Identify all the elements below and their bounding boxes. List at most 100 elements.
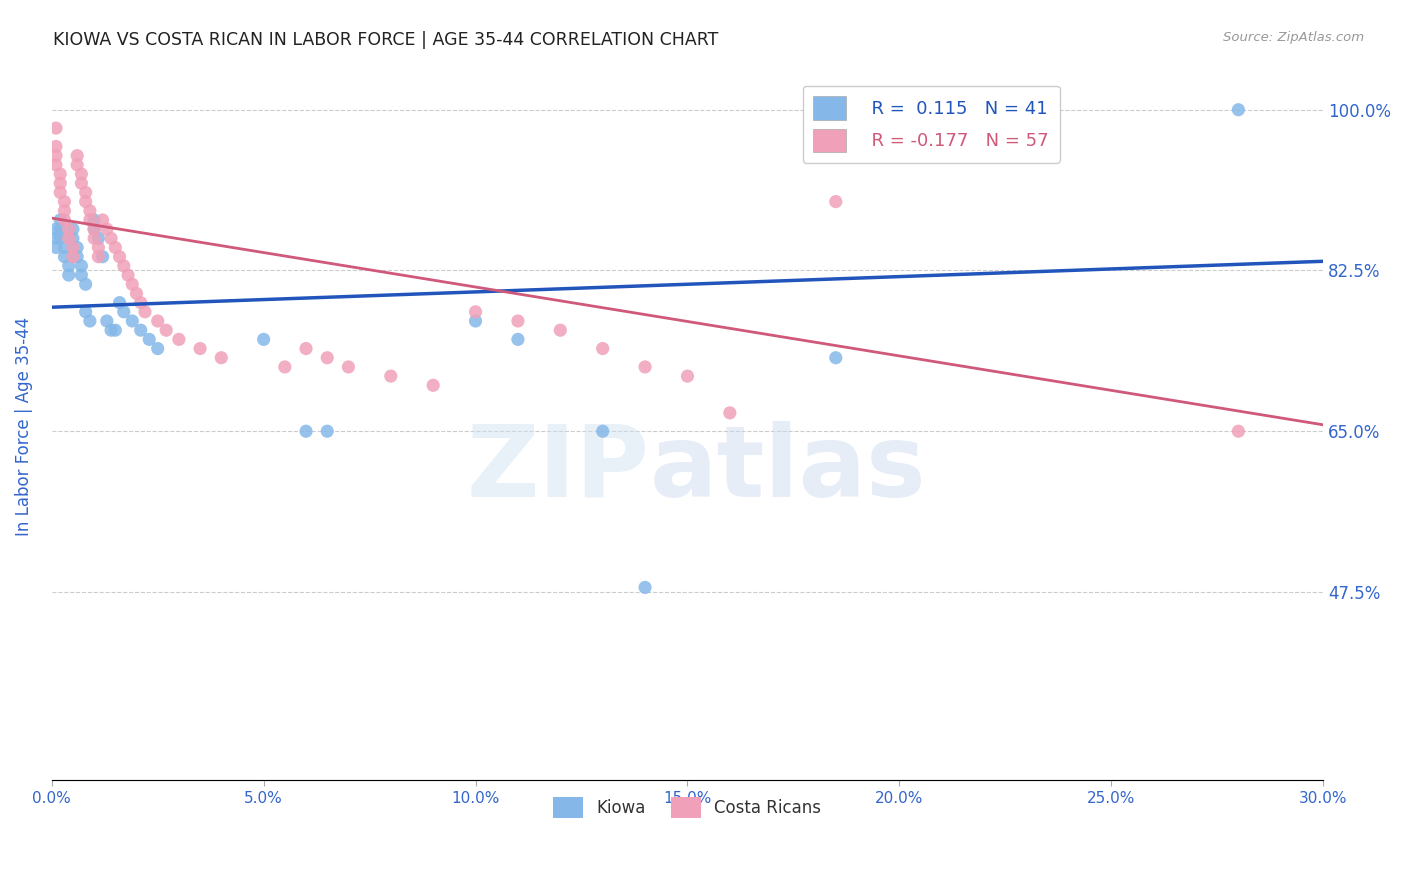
Point <box>112 305 135 319</box>
Point <box>104 323 127 337</box>
Point <box>49 176 72 190</box>
Point <box>108 250 131 264</box>
Point <box>75 186 97 200</box>
Point <box>58 222 80 236</box>
Point <box>62 222 84 236</box>
Point <box>209 351 232 365</box>
Point <box>58 268 80 282</box>
Point <box>58 259 80 273</box>
Point <box>45 231 67 245</box>
Point <box>79 213 101 227</box>
Point <box>45 222 67 236</box>
Point <box>53 240 76 254</box>
Point <box>253 332 276 346</box>
Point <box>380 369 402 384</box>
Point <box>316 351 339 365</box>
Text: ZIP: ZIP <box>467 421 650 517</box>
Text: atlas: atlas <box>650 421 927 517</box>
Point <box>87 240 110 254</box>
Point <box>295 424 318 438</box>
Point <box>96 222 118 236</box>
Point <box>337 359 360 374</box>
Point <box>79 314 101 328</box>
Point <box>62 240 84 254</box>
Point <box>58 231 80 245</box>
Point <box>506 314 529 328</box>
Point <box>66 158 89 172</box>
Point <box>592 424 614 438</box>
Point <box>45 121 67 136</box>
Point <box>62 250 84 264</box>
Point <box>53 203 76 218</box>
Point <box>53 250 76 264</box>
Point <box>75 194 97 209</box>
Point <box>70 167 93 181</box>
Point <box>634 581 657 595</box>
Point <box>167 332 190 346</box>
Point <box>70 259 93 273</box>
Point <box>87 250 110 264</box>
Point <box>718 406 741 420</box>
Point <box>121 277 143 292</box>
Point <box>634 359 657 374</box>
Point <box>45 139 67 153</box>
Point <box>129 323 152 337</box>
Point <box>316 424 339 438</box>
Text: KIOWA VS COSTA RICAN IN LABOR FORCE | AGE 35-44 CORRELATION CHART: KIOWA VS COSTA RICAN IN LABOR FORCE | AG… <box>53 31 718 49</box>
Point <box>146 314 169 328</box>
Point <box>49 167 72 181</box>
Point <box>464 314 486 328</box>
Point <box>91 250 114 264</box>
Point <box>45 158 67 172</box>
Point <box>49 222 72 236</box>
Point <box>125 286 148 301</box>
Point <box>506 332 529 346</box>
Point <box>422 378 444 392</box>
Point <box>146 342 169 356</box>
Point <box>53 213 76 227</box>
Point <box>295 342 318 356</box>
Point <box>83 231 105 245</box>
Point <box>53 194 76 209</box>
Point <box>274 359 297 374</box>
Point <box>79 203 101 218</box>
Point <box>62 231 84 245</box>
Point <box>87 231 110 245</box>
Point <box>676 369 699 384</box>
Point <box>83 213 105 227</box>
Point <box>100 231 122 245</box>
Point <box>824 351 846 365</box>
Point <box>91 213 114 227</box>
Text: Source: ZipAtlas.com: Source: ZipAtlas.com <box>1223 31 1364 45</box>
Point <box>1227 424 1250 438</box>
Point <box>66 250 89 264</box>
Legend: Kiowa, Costa Ricans: Kiowa, Costa Ricans <box>547 790 828 825</box>
Point <box>121 314 143 328</box>
Point <box>112 259 135 273</box>
Point <box>66 240 89 254</box>
Y-axis label: In Labor Force | Age 35-44: In Labor Force | Age 35-44 <box>15 317 32 536</box>
Point <box>70 176 93 190</box>
Point <box>75 305 97 319</box>
Point <box>108 295 131 310</box>
Point <box>49 231 72 245</box>
Point <box>117 268 139 282</box>
Point <box>104 240 127 254</box>
Point <box>70 268 93 282</box>
Point <box>96 314 118 328</box>
Point <box>45 240 67 254</box>
Point <box>45 148 67 162</box>
Point <box>134 305 156 319</box>
Point <box>83 222 105 236</box>
Point <box>138 332 160 346</box>
Point <box>66 148 89 162</box>
Point <box>75 277 97 292</box>
Point <box>188 342 211 356</box>
Point <box>83 222 105 236</box>
Point <box>49 186 72 200</box>
Point <box>824 194 846 209</box>
Point <box>592 342 614 356</box>
Point <box>100 323 122 337</box>
Point <box>550 323 572 337</box>
Point <box>464 305 486 319</box>
